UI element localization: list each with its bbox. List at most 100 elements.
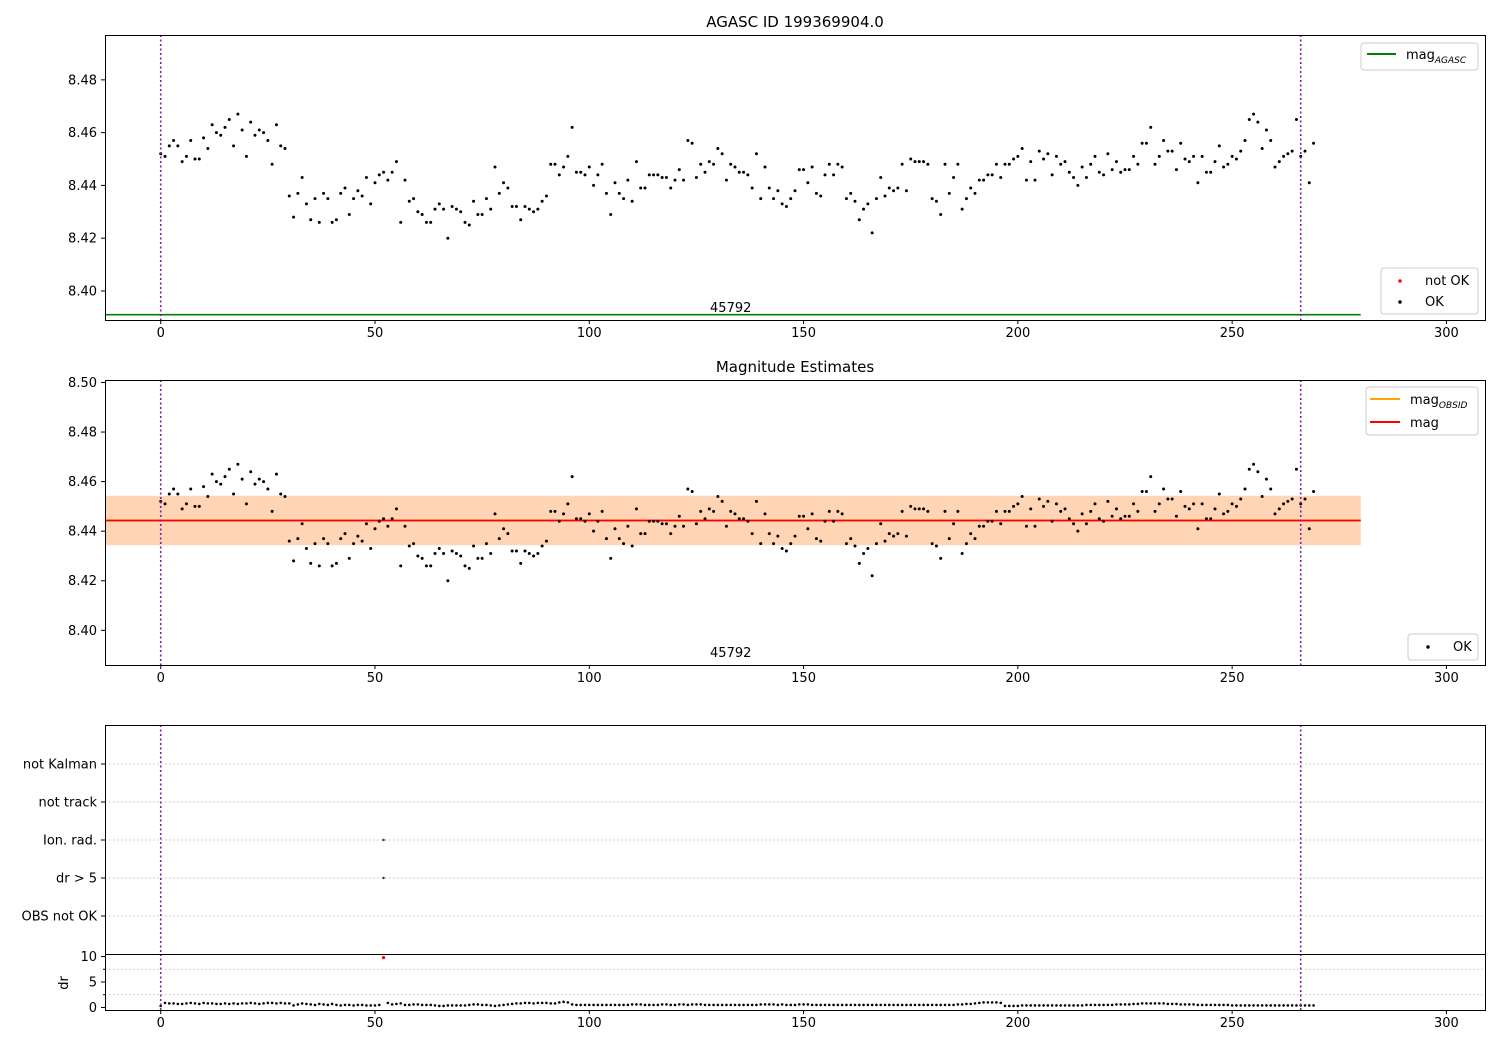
dr-point <box>673 1003 677 1007</box>
dr-point <box>326 1003 330 1007</box>
ok-point <box>977 524 981 528</box>
ok-point <box>956 162 960 166</box>
ok-point <box>347 212 351 216</box>
ok-point <box>574 517 578 521</box>
ok-point <box>553 162 557 166</box>
dr-point <box>720 1003 724 1007</box>
ok-point <box>377 173 381 177</box>
legend-box <box>1407 633 1479 661</box>
dr-point <box>605 1003 608 1007</box>
ok-point <box>596 519 600 523</box>
dr-point <box>467 1003 471 1007</box>
dr-point <box>240 1002 244 1005</box>
ok-point <box>1157 154 1161 158</box>
dr-point <box>330 1002 334 1006</box>
ok-point <box>317 564 321 568</box>
ok-point <box>1234 157 1238 161</box>
dr-point <box>716 1003 720 1007</box>
ok-point <box>1029 160 1033 164</box>
ok-point <box>416 210 420 214</box>
ok-point <box>986 173 990 177</box>
dr-point <box>232 1002 235 1005</box>
dr-point <box>832 1003 835 1007</box>
dr-point <box>1192 1003 1195 1006</box>
ok-point <box>313 197 317 201</box>
y-tick-label: 8.48 <box>68 426 97 441</box>
dr-point <box>995 1001 998 1004</box>
ok-point <box>763 512 767 516</box>
ok-point <box>433 207 437 211</box>
ok-point <box>600 509 604 513</box>
dr-point <box>1273 1004 1277 1007</box>
dr-point <box>1119 1003 1123 1006</box>
ok-point <box>1217 492 1221 496</box>
dr-point <box>570 1003 574 1006</box>
ok-point <box>1307 527 1311 531</box>
ok-point <box>1089 162 1093 166</box>
ok-point <box>467 566 471 570</box>
ok-point <box>442 207 446 211</box>
axes-frame <box>105 35 1486 321</box>
ok-point <box>489 551 493 555</box>
dr-point <box>935 1003 938 1007</box>
dr-point <box>956 1003 960 1006</box>
y-tick-label: 8.40 <box>68 624 97 639</box>
ok-point <box>913 507 917 511</box>
y-tick-label: 8.46 <box>68 475 97 490</box>
dr-point <box>1037 1004 1041 1007</box>
ok-point <box>720 152 724 156</box>
ok-point <box>1114 507 1118 511</box>
ok-point <box>373 181 377 185</box>
dr-point <box>1226 1003 1230 1007</box>
ok-point <box>724 178 728 182</box>
x-tick-label: 250 <box>1220 326 1245 341</box>
ok-point <box>609 556 613 560</box>
ok-point <box>849 191 853 195</box>
ok-point <box>390 170 394 174</box>
ok-point <box>459 210 463 214</box>
dr-point <box>1003 1004 1007 1008</box>
ok-point <box>776 189 780 193</box>
ok-point <box>1054 154 1058 158</box>
ok-point <box>330 564 334 568</box>
ok-point <box>1252 112 1256 116</box>
ok-point <box>686 487 690 491</box>
ok-point <box>1247 117 1251 121</box>
dr-point <box>167 1002 171 1005</box>
legend-label-ok: OK <box>1453 640 1472 655</box>
dr-point <box>219 1002 223 1006</box>
ok-point <box>677 168 681 172</box>
dr-point <box>502 1003 505 1007</box>
ok-point <box>219 482 223 486</box>
ok-point <box>1072 522 1076 526</box>
ok-point <box>1054 502 1058 506</box>
ok-point <box>236 112 240 116</box>
dr-point <box>1055 1004 1058 1007</box>
dr-point <box>1265 1004 1268 1007</box>
ok-point <box>823 173 827 177</box>
ok-point <box>874 197 878 201</box>
ok-point <box>1144 141 1148 145</box>
ok-point <box>1149 125 1153 129</box>
x-tick-label: 300 <box>1434 326 1459 341</box>
ok-point <box>934 544 938 548</box>
ok-point <box>1033 524 1037 528</box>
dr-point <box>665 1003 668 1006</box>
ok-point <box>1157 502 1161 506</box>
ok-point <box>553 509 557 513</box>
ok-point <box>356 189 360 193</box>
ok-point <box>506 186 510 190</box>
ok-point <box>677 514 681 518</box>
ok-point <box>244 154 248 158</box>
dr-point <box>1097 1003 1101 1007</box>
ok-point <box>986 519 990 523</box>
dr-point <box>420 1003 424 1007</box>
ok-point <box>729 162 733 166</box>
ok-point <box>493 165 497 169</box>
ok-point <box>1076 183 1080 187</box>
ok-point <box>1097 170 1101 174</box>
dr-point-flagged <box>381 955 386 960</box>
dr-point <box>892 1003 895 1007</box>
ok-point <box>1247 467 1251 471</box>
ok-point <box>1072 176 1076 179</box>
